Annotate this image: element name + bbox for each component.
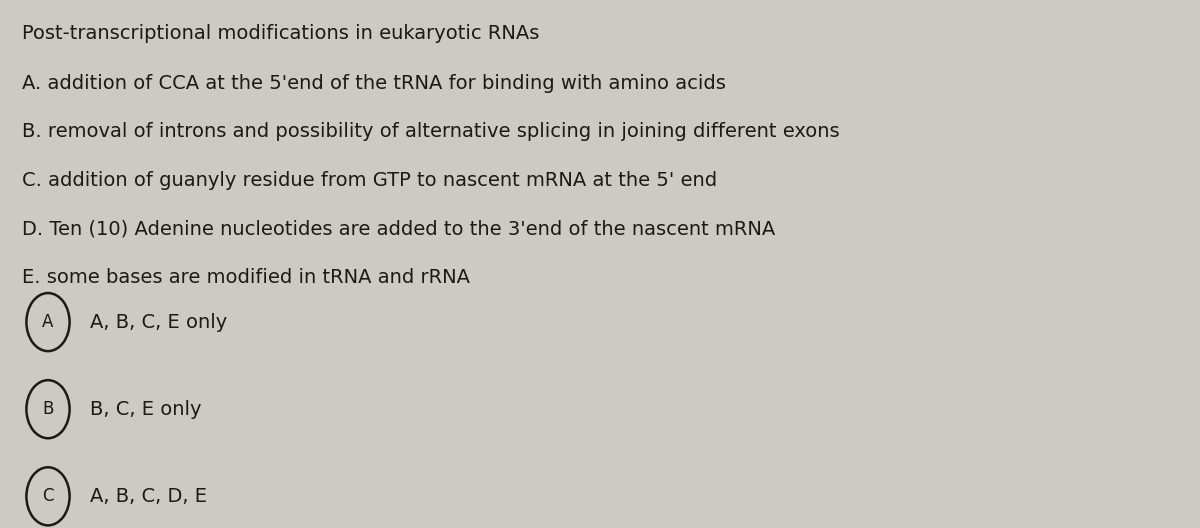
- Text: A, B, C, D, E: A, B, C, D, E: [90, 487, 208, 506]
- Text: Post-transcriptional modifications in eukaryotic RNAs: Post-transcriptional modifications in eu…: [22, 24, 539, 43]
- Text: B: B: [42, 400, 54, 418]
- Text: A: A: [42, 313, 54, 331]
- Text: C: C: [42, 487, 54, 505]
- Text: D. Ten (10) Adenine nucleotides are added to the 3'end of the nascent mRNA: D. Ten (10) Adenine nucleotides are adde…: [22, 220, 775, 239]
- Text: B. removal of introns and possibility of alternative splicing in joining differe: B. removal of introns and possibility of…: [22, 122, 839, 142]
- Text: E. some bases are modified in tRNA and rRNA: E. some bases are modified in tRNA and r…: [22, 268, 469, 287]
- Text: A, B, C, E only: A, B, C, E only: [90, 313, 227, 332]
- Text: B, C, E only: B, C, E only: [90, 400, 202, 419]
- Text: A. addition of CCA at the 5'end of the tRNA for binding with amino acids: A. addition of CCA at the 5'end of the t…: [22, 74, 726, 93]
- Text: C. addition of guanyly residue from GTP to nascent mRNA at the 5' end: C. addition of guanyly residue from GTP …: [22, 171, 716, 190]
